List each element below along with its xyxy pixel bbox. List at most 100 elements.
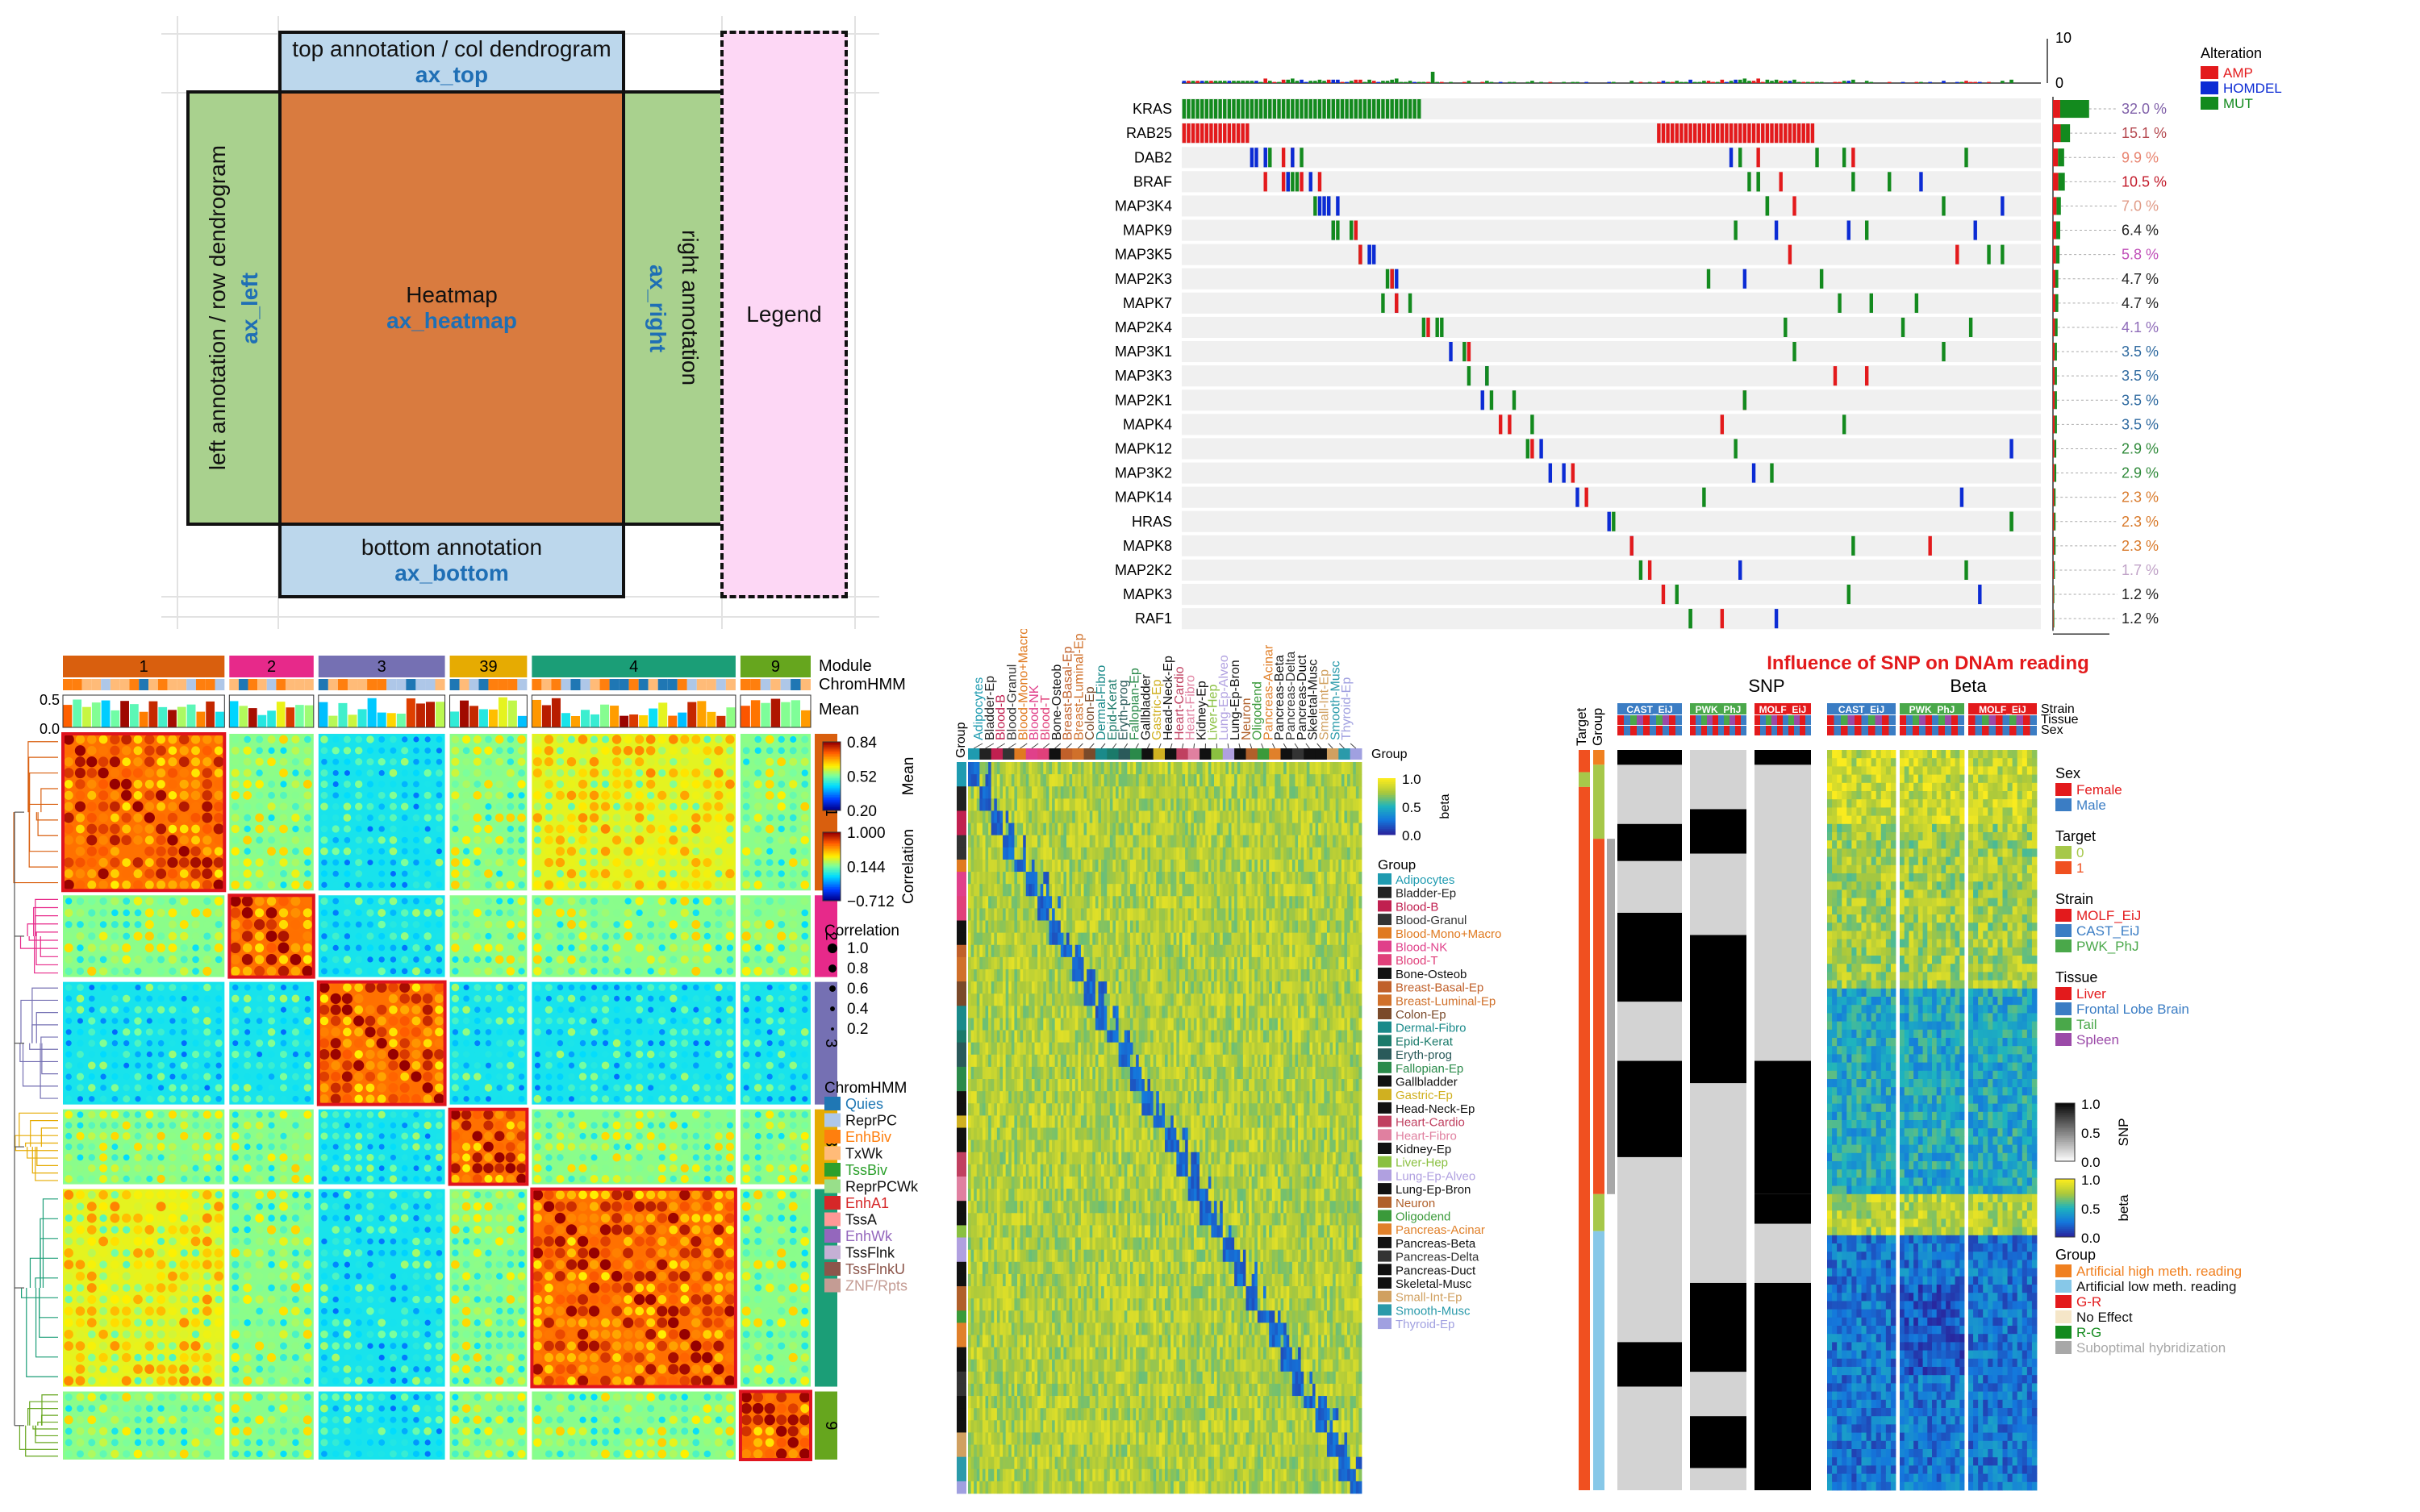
correlation-dot [290, 919, 301, 930]
correlation-dot [202, 955, 211, 964]
correlation-dot [145, 983, 154, 992]
correlation-dot [422, 1048, 433, 1060]
correlation-dot [613, 1095, 620, 1102]
correlation-dot [387, 1048, 399, 1060]
correlation-dot [702, 1271, 713, 1282]
correlation-dot [495, 1190, 504, 1199]
correlation-dot [390, 1416, 397, 1423]
correlation-dot [555, 790, 565, 800]
correlation-dot [624, 835, 632, 844]
correlation-dot [670, 898, 677, 905]
top-bar [1449, 81, 1453, 83]
correlation-dot [657, 955, 666, 964]
correlation-dot [86, 768, 98, 778]
dendrogram-branch [22, 1043, 58, 1087]
correlation-dot [517, 1237, 526, 1246]
correlation-dot [366, 1296, 374, 1303]
correlation-dot [304, 1095, 311, 1102]
correlation-dot [291, 835, 300, 844]
correlation-dot [657, 1427, 667, 1436]
correlation-dot [766, 848, 774, 855]
correlation-dot [255, 791, 264, 799]
correlation-dot [578, 1121, 587, 1130]
correlation-dot [567, 1415, 576, 1424]
correlation-dot [624, 968, 632, 975]
mean-colorbar-segment [823, 786, 841, 789]
correlation-dot [366, 769, 374, 777]
group-col-track [1025, 748, 1038, 760]
correlation-dot [788, 966, 798, 976]
dendrogram-branch [40, 1127, 58, 1148]
correlation-dot [567, 1132, 576, 1140]
correlation-dot [156, 823, 167, 835]
correlation-dot [590, 1018, 598, 1024]
correlation-dot [789, 1017, 797, 1025]
correlation-dot [800, 1318, 810, 1327]
chromhmm-cell [129, 679, 140, 690]
corr-colorbar-segment [823, 861, 841, 864]
correlation-dot [624, 1295, 633, 1304]
correlation-dot [766, 1226, 774, 1235]
correlation-dot [624, 1164, 632, 1173]
correlation-dot [589, 1329, 599, 1339]
correlation-dot [242, 943, 252, 953]
mean-axis-tick: 0.0 [40, 721, 60, 737]
mean-bar [295, 705, 304, 727]
correlation-dot [378, 1318, 386, 1327]
correlation-dot [121, 1376, 131, 1386]
mean-bar [436, 702, 445, 727]
correlation-dot [279, 1190, 288, 1200]
correlation-dot [556, 994, 564, 1002]
correlation-dot [800, 1295, 809, 1304]
correlation-dot [190, 802, 201, 812]
pct-bar-amp [2053, 464, 2055, 482]
correlation-dot [741, 1272, 751, 1281]
correlation-dot [778, 781, 786, 788]
correlation-dot [754, 1039, 762, 1048]
mean-colorbar-segment [823, 777, 841, 781]
correlation-dot [679, 1318, 690, 1328]
correlation-dot [87, 1330, 96, 1339]
correlation-block [532, 1109, 736, 1185]
correlation-dot [332, 1122, 340, 1129]
correlation-dot [727, 995, 733, 1002]
correlation-dot [518, 1405, 525, 1412]
correlation-dot [635, 1449, 644, 1459]
correlation-dot [658, 1051, 666, 1058]
module-track [229, 656, 314, 677]
correlation-dot [99, 1122, 107, 1129]
correlation-dot [636, 1028, 643, 1035]
correlation-dot [532, 1271, 543, 1281]
alteration-cell [1725, 123, 1729, 144]
correlation-dot [291, 780, 300, 789]
alteration-cell [1385, 99, 1390, 119]
oncoprint-row-bg [1182, 584, 2041, 606]
correlation-dot [231, 1143, 240, 1152]
correlation-dot [506, 967, 515, 976]
correlation-dot [789, 955, 798, 964]
correlation-dot [411, 983, 421, 992]
correlation-dot [703, 967, 711, 976]
correlation-dot [766, 1006, 774, 1014]
dendrogram-branch [26, 1288, 58, 1377]
mean-bar [750, 700, 761, 727]
correlation-dot [76, 824, 85, 834]
correlation-dot [355, 1450, 362, 1458]
correlation-dot [590, 1174, 599, 1183]
correlation-dot [495, 909, 503, 917]
correlation-dot [680, 1283, 690, 1293]
correlation-dot [532, 1225, 543, 1235]
pct-bar-amp [2053, 221, 2057, 240]
alteration-cell [1258, 99, 1263, 119]
correlation-dot [320, 735, 328, 744]
correlation-dot [255, 1214, 265, 1223]
correlation-dot [600, 868, 611, 879]
correlation-dot [343, 1377, 352, 1385]
correlation-dot [320, 825, 328, 833]
correlation-dot [378, 1226, 386, 1234]
correlation-dot [424, 826, 431, 832]
correlation-dot [65, 1175, 73, 1183]
top-bar [1765, 79, 1770, 83]
correlation-dot [332, 1296, 339, 1303]
correlation-dot [703, 757, 711, 766]
